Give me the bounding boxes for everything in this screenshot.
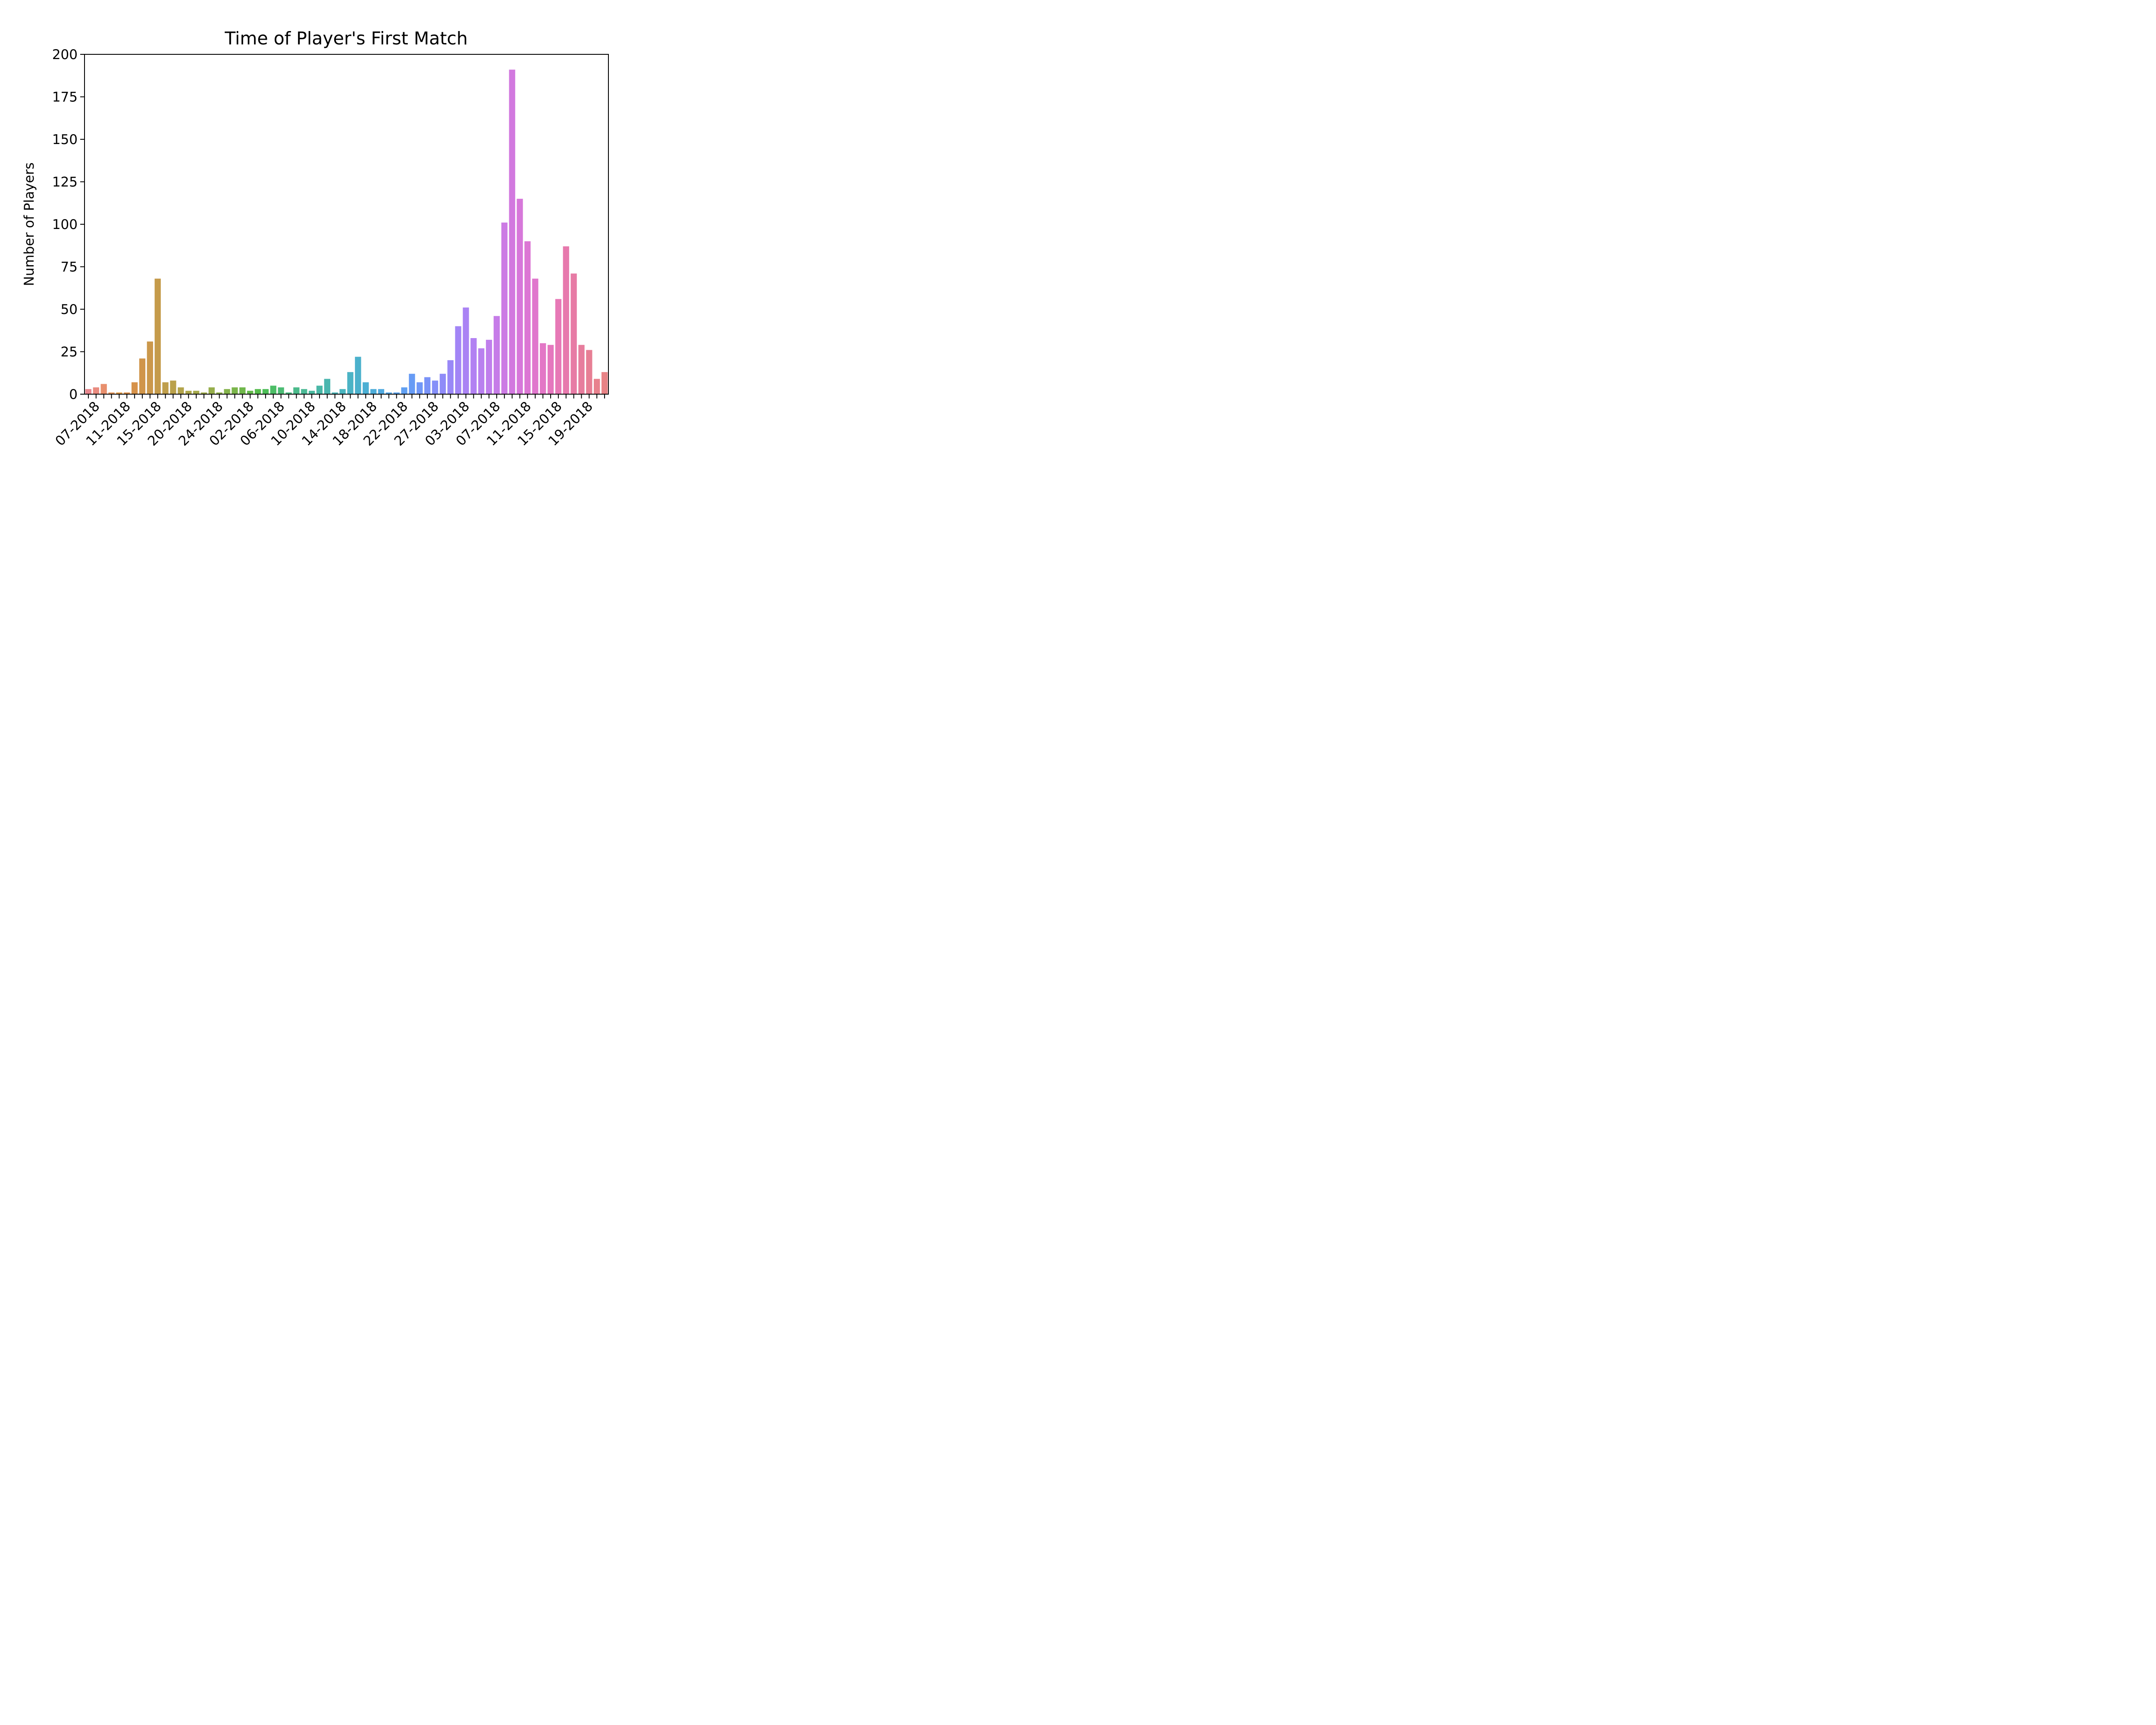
- x-axis: 07-201811-201815-201820-201824-201802-20…: [52, 394, 605, 449]
- bar: [547, 345, 554, 394]
- bar: [270, 386, 276, 394]
- bar: [262, 389, 269, 394]
- bar: [247, 391, 254, 394]
- plot-frame: [84, 54, 609, 395]
- bar: [254, 389, 261, 394]
- bar: [316, 386, 323, 394]
- bar: [232, 387, 238, 394]
- bar: [478, 348, 485, 394]
- bar: [224, 389, 230, 394]
- bar: [594, 379, 600, 394]
- bar: [385, 392, 392, 394]
- bar: [124, 392, 130, 394]
- y-tick-label: 175: [52, 90, 78, 105]
- bar: [409, 373, 415, 394]
- y-tick-label: 75: [61, 260, 78, 275]
- bar: [563, 246, 569, 394]
- bar: [201, 392, 207, 394]
- bar: [100, 384, 107, 394]
- bar: [285, 392, 292, 394]
- bar: [139, 358, 146, 394]
- bar: [208, 387, 215, 394]
- bar-chart: Time of Player's First Match Number of P…: [22, 28, 609, 449]
- bar: [308, 391, 315, 394]
- y-tick-label: 200: [52, 47, 78, 63]
- bar: [324, 379, 330, 394]
- y-tick-label: 0: [69, 387, 78, 402]
- bar: [578, 345, 585, 394]
- bar: [586, 350, 592, 394]
- bar: [555, 299, 561, 394]
- bar: [147, 341, 154, 394]
- bar: [216, 392, 222, 394]
- bar: [178, 387, 184, 394]
- bar: [93, 387, 99, 394]
- bar: [131, 382, 138, 394]
- y-tick-label: 100: [52, 217, 78, 232]
- bar: [185, 391, 192, 394]
- bar: [539, 343, 546, 394]
- bar: [378, 389, 385, 394]
- bar: [301, 389, 307, 394]
- bar: [447, 360, 454, 394]
- y-tick-label: 125: [52, 175, 78, 190]
- bar: [517, 198, 523, 394]
- bar: [370, 389, 377, 394]
- bar: [601, 372, 608, 394]
- bar: [85, 389, 92, 394]
- bar: [424, 377, 431, 394]
- bar: [347, 372, 354, 394]
- bar: [501, 223, 508, 394]
- y-axis-label: Number of Players: [22, 163, 37, 286]
- bar: [239, 387, 246, 394]
- bar: [363, 382, 369, 394]
- bar: [493, 316, 500, 394]
- bar: [470, 338, 477, 394]
- bar: [432, 380, 439, 394]
- chart-title: Time of Player's First Match: [224, 28, 468, 49]
- y-axis: 0 25 50 75 100 125 150 175 200: [52, 47, 85, 402]
- y-tick-label: 50: [61, 302, 78, 317]
- bar: [332, 392, 338, 394]
- bar: [524, 241, 531, 394]
- bar: [393, 392, 400, 394]
- bar: [116, 392, 122, 394]
- bar: [532, 279, 539, 394]
- bar: [170, 380, 176, 394]
- bar: [509, 69, 515, 394]
- y-tick-label: 25: [61, 345, 78, 360]
- bar: [401, 387, 407, 394]
- bar: [339, 389, 346, 394]
- bar: [108, 392, 115, 394]
- bar: [570, 273, 577, 394]
- bar: [154, 279, 161, 394]
- bars-group: [85, 69, 608, 394]
- bar: [278, 387, 284, 394]
- bar: [162, 382, 169, 394]
- bar: [193, 391, 200, 394]
- bar: [439, 373, 446, 394]
- bar: [355, 357, 361, 394]
- bar: [463, 307, 469, 394]
- bar: [486, 339, 492, 394]
- bar: [417, 382, 423, 394]
- y-tick-label: 150: [52, 132, 78, 147]
- bar: [455, 326, 461, 394]
- bar: [293, 387, 300, 394]
